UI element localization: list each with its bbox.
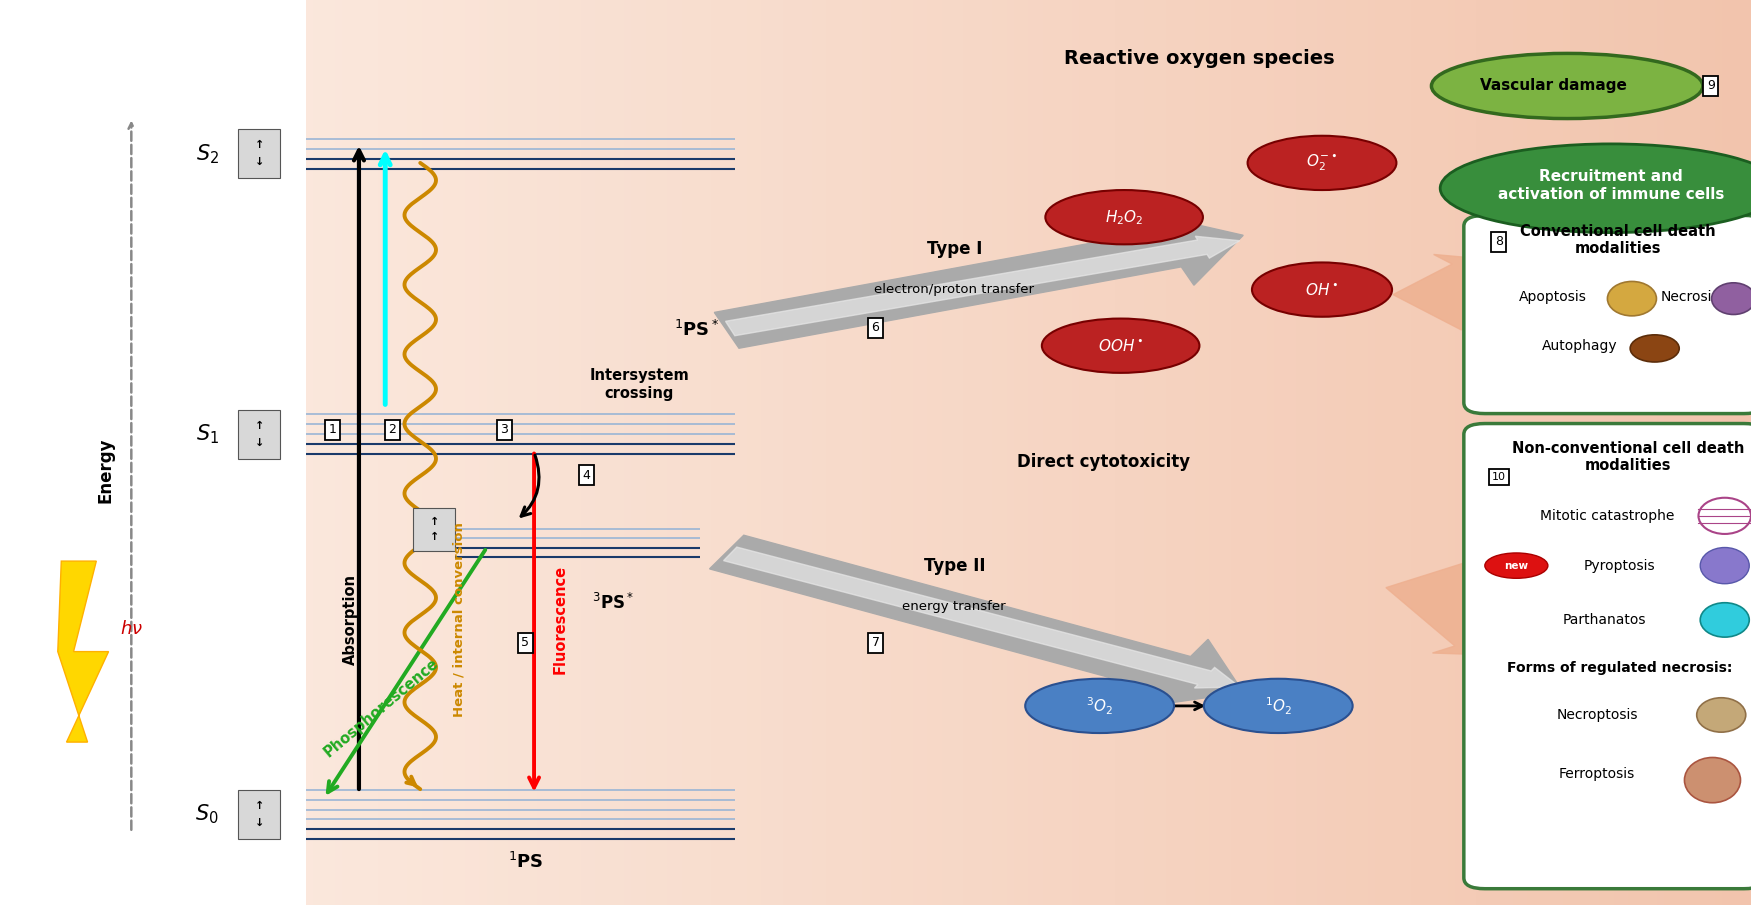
FancyBboxPatch shape [238,410,280,459]
Ellipse shape [1630,335,1679,362]
FancyBboxPatch shape [1464,424,1751,889]
Text: Apoptosis: Apoptosis [1520,290,1586,304]
Text: 10: 10 [1492,472,1506,482]
FancyBboxPatch shape [413,509,455,550]
Text: $S_1$: $S_1$ [196,423,219,446]
Text: $^3$PS$^*$: $^3$PS$^*$ [592,593,634,613]
FancyArrow shape [709,535,1243,708]
Text: ↓: ↓ [254,438,264,448]
Text: Necroptosis: Necroptosis [1557,708,1637,722]
Text: Energy: Energy [96,438,114,503]
Ellipse shape [1042,319,1199,373]
Text: ↓: ↓ [254,818,264,828]
FancyBboxPatch shape [238,790,280,839]
Ellipse shape [1697,698,1746,732]
Text: 5: 5 [522,636,529,649]
Text: 9: 9 [1707,80,1714,92]
Ellipse shape [1045,190,1203,244]
Text: Phosphorescence: Phosphorescence [322,655,441,760]
Text: Pyroptosis: Pyroptosis [1585,558,1655,573]
Text: $H_2O_2$: $H_2O_2$ [1105,208,1143,226]
Text: 3: 3 [501,424,508,436]
Text: ↑: ↑ [254,421,264,431]
Ellipse shape [1431,53,1702,119]
Text: Mitotic catastrophe: Mitotic catastrophe [1541,509,1674,523]
Ellipse shape [1700,603,1749,637]
Text: Necrosis: Necrosis [1660,290,1719,304]
Ellipse shape [1439,144,1751,233]
Text: Intersystem
crossing: Intersystem crossing [590,368,688,401]
Text: energy transfer: energy transfer [902,600,1007,613]
Text: Reactive oxygen species: Reactive oxygen species [1065,50,1334,68]
Ellipse shape [1247,136,1397,190]
Text: $h\nu$: $h\nu$ [119,620,144,638]
Text: 7: 7 [872,636,879,649]
Text: Absorption: Absorption [343,575,357,665]
FancyBboxPatch shape [238,129,280,178]
Text: Forms of regulated necrosis:: Forms of regulated necrosis: [1508,661,1732,675]
Text: ↑: ↑ [254,140,264,150]
Text: $^1$PS$^*$: $^1$PS$^*$ [674,320,720,340]
Text: $OOH^\bullet$: $OOH^\bullet$ [1098,338,1143,354]
Text: Conventional cell death
modalities: Conventional cell death modalities [1520,224,1716,256]
Text: electron/proton transfer: electron/proton transfer [874,283,1035,296]
Text: $S_0$: $S_0$ [196,803,219,826]
Ellipse shape [1026,679,1173,733]
Text: $^1$PS: $^1$PS [508,852,543,872]
Ellipse shape [1711,282,1751,314]
FancyArrow shape [1387,562,1560,656]
Ellipse shape [1684,757,1740,803]
FancyBboxPatch shape [1464,215,1751,414]
Text: $^1O_2$: $^1O_2$ [1264,695,1292,717]
Polygon shape [58,561,109,742]
Text: Non-conventional cell death
modalities: Non-conventional cell death modalities [1513,441,1744,473]
Text: Type II: Type II [923,557,986,575]
Ellipse shape [1607,281,1656,316]
Text: 2: 2 [389,424,396,436]
Text: ↓: ↓ [254,157,264,167]
Text: 8: 8 [1495,235,1502,248]
Text: 4: 4 [583,469,590,481]
Text: new: new [1504,560,1529,571]
FancyArrow shape [714,213,1243,348]
Text: Parthanatos: Parthanatos [1562,613,1646,627]
Text: Ferroptosis: Ferroptosis [1558,767,1635,781]
Text: ↑: ↑ [429,517,440,527]
FancyArrow shape [723,548,1240,688]
FancyArrow shape [1394,254,1539,329]
FancyArrow shape [725,236,1240,336]
Text: $OH^\bullet$: $OH^\bullet$ [1304,281,1340,298]
Text: Recruitment and
activation of immune cells: Recruitment and activation of immune cel… [1497,169,1725,202]
Text: Direct cytotoxicity: Direct cytotoxicity [1017,452,1189,471]
Ellipse shape [1700,548,1749,584]
Text: Vascular damage: Vascular damage [1480,78,1627,92]
Ellipse shape [1203,679,1352,733]
Ellipse shape [1485,553,1548,578]
Text: 1: 1 [329,424,336,436]
Ellipse shape [1698,498,1751,534]
Text: ↑: ↑ [429,532,440,542]
Text: Heat / internal conversion: Heat / internal conversion [452,522,466,718]
Text: Type I: Type I [926,240,982,258]
Text: 6: 6 [872,321,879,334]
Text: Fluorescence: Fluorescence [553,566,567,674]
Text: $^3O_2$: $^3O_2$ [1086,695,1114,717]
Text: Autophagy: Autophagy [1541,338,1618,353]
Text: $S_2$: $S_2$ [196,142,219,166]
Text: ↑: ↑ [254,801,264,811]
Ellipse shape [1252,262,1392,317]
Text: $O_2^{-\bullet}$: $O_2^{-\bullet}$ [1306,153,1338,173]
